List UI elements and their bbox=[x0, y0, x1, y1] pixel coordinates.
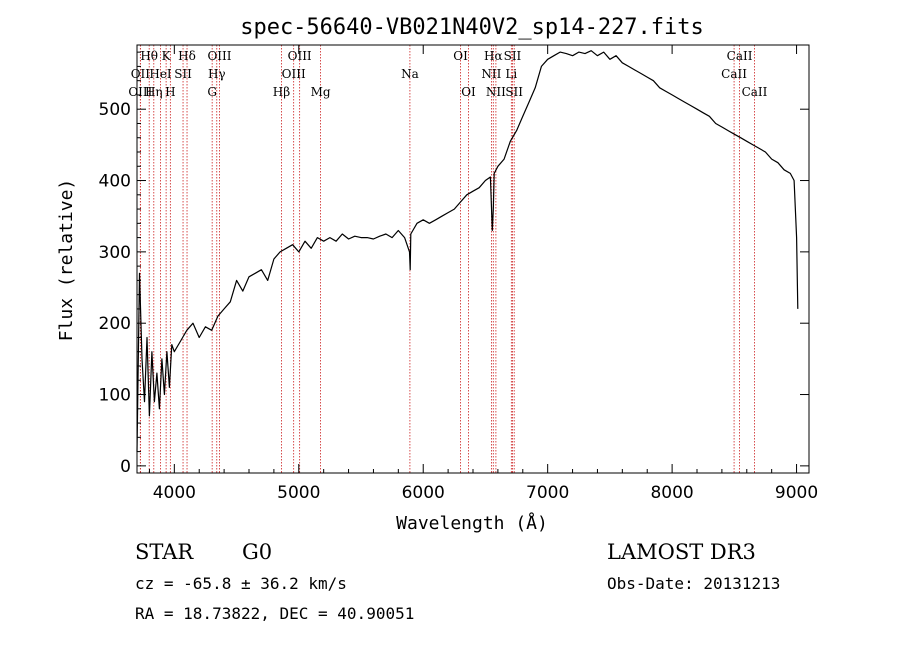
x-axis-ticks: 4000 5000 6000 7000 8000 9000 bbox=[148, 45, 818, 503]
spectral-line-label: NII bbox=[481, 67, 501, 81]
spectral-line-label: OII bbox=[131, 67, 151, 81]
y-tick-label: 0 bbox=[120, 457, 131, 477]
spectral-line-label: CaII bbox=[742, 85, 768, 99]
y-tick-label: 200 bbox=[99, 314, 131, 334]
y-axis-ticks: 0 100 200 300 400 500 bbox=[99, 51, 809, 477]
spectral-line-label: Na bbox=[401, 67, 419, 81]
y-tick-label: 500 bbox=[99, 100, 131, 120]
spectral-line-label: G bbox=[207, 85, 217, 99]
spectral-line-label: Hη bbox=[145, 85, 163, 99]
spectrum-chart: spec-56640-VB021N40V2_sp14-227.fits Hθ K H… bbox=[56, 15, 818, 534]
spectral-line-label: HeI bbox=[149, 67, 172, 81]
spectral-line-label: NII bbox=[486, 85, 506, 99]
spectral-line-label: Hθ bbox=[140, 49, 158, 63]
spectral-subclass: G0 bbox=[242, 540, 273, 564]
spectrum-series-line bbox=[136, 50, 799, 452]
observation-date: Obs-Date: 20131213 bbox=[607, 574, 781, 593]
y-tick-label: 400 bbox=[99, 172, 131, 192]
plot-frame bbox=[136, 44, 810, 474]
y-axis-label: Flux (relative) bbox=[56, 179, 77, 342]
spectral-line-label: OI bbox=[453, 49, 468, 63]
spectral-line-label: SII bbox=[504, 49, 522, 63]
spectral-line-label: Mg bbox=[311, 85, 331, 99]
x-tick-label: 9000 bbox=[775, 483, 818, 503]
spectral-line-label: CaII bbox=[721, 67, 747, 81]
spectral-line-label: Hα bbox=[484, 49, 503, 63]
spectral-line-label: SII bbox=[174, 67, 192, 81]
spectral-line-label: SII bbox=[505, 85, 523, 99]
x-tick-label: 7000 bbox=[526, 483, 569, 503]
x-axis-label: Wavelength (Å) bbox=[396, 512, 548, 534]
y-tick-label: 300 bbox=[99, 243, 131, 263]
object-class: STAR bbox=[135, 540, 194, 564]
spectral-line-label: CaII bbox=[727, 49, 753, 63]
survey-name: LAMOST DR3 bbox=[607, 540, 756, 564]
spectral-line-label: Hδ bbox=[178, 49, 196, 63]
x-tick-label: 8000 bbox=[650, 483, 693, 503]
spectral-line-label: OI bbox=[461, 85, 476, 99]
x-tick-label: 6000 bbox=[402, 483, 445, 503]
x-tick-label: 4000 bbox=[153, 483, 196, 503]
spectral-line-label: H bbox=[165, 85, 175, 99]
spectral-line-label: OIII bbox=[128, 85, 152, 99]
x-tick-label: 5000 bbox=[277, 483, 320, 503]
chart-title: spec-56640-VB021N40V2_sp14-227.fits bbox=[240, 15, 704, 40]
spectral-line-label: K bbox=[162, 49, 172, 63]
redshift-velocity: cz = -65.8 ± 36.2 km/s bbox=[135, 574, 347, 593]
spectral-line-label: OIII bbox=[282, 67, 306, 81]
spectral-line-label: OIII bbox=[288, 49, 312, 63]
y-tick-label: 100 bbox=[99, 386, 131, 406]
spectral-line-label: Hγ bbox=[208, 67, 226, 81]
spectral-line-label: Li bbox=[505, 67, 517, 81]
spectral-line-markers bbox=[139, 45, 755, 473]
spectral-line-label: OIII bbox=[207, 49, 231, 63]
sky-coordinates: RA = 18.73822, DEC = 40.90051 bbox=[135, 604, 415, 623]
spectral-line-label: Hβ bbox=[273, 85, 290, 99]
